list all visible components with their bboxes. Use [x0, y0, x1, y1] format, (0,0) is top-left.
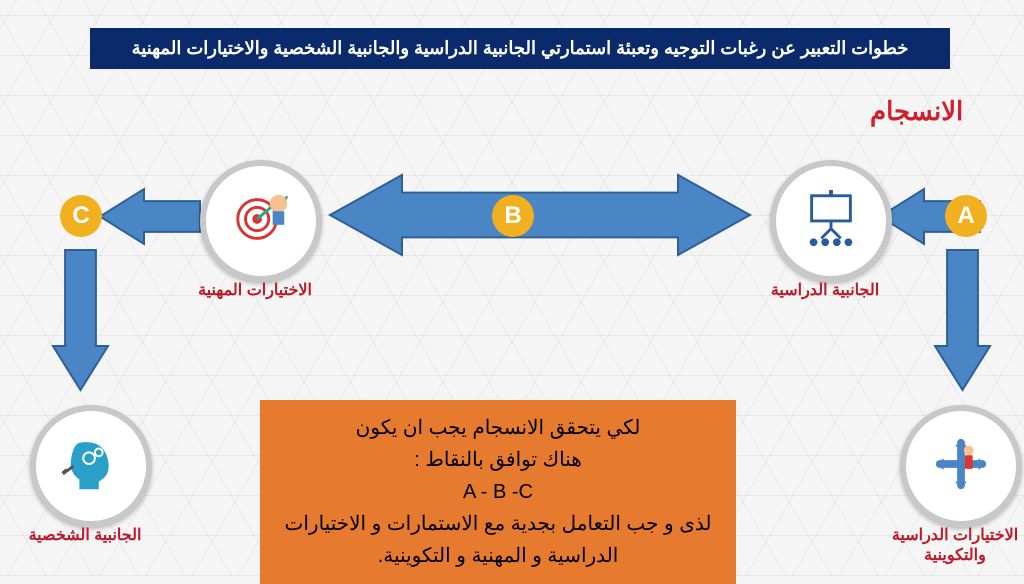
- info-line: لذى و جب التعامل بجدية مع الاستمارات و ا…: [278, 508, 718, 540]
- label-personal: الجانبية الشخصية: [5, 525, 165, 545]
- label-academic: الجانبية الدراسية: [745, 280, 905, 300]
- badge-C: C: [60, 195, 102, 237]
- info-box: لكي يتحقق الانسجام يجب ان يكون هناك تواف…: [260, 400, 736, 584]
- presentation-icon: [800, 188, 862, 255]
- arrow-down-left: [53, 250, 108, 390]
- circle-formation: [900, 405, 1022, 527]
- info-line: لكي يتحقق الانسجام يجب ان يكون: [278, 412, 718, 444]
- arrow-down-right: [935, 250, 990, 390]
- badge-B: B: [492, 195, 534, 237]
- circle-personal: [30, 405, 152, 527]
- target-icon: [230, 188, 292, 255]
- title-banner: خطوات التعبير عن رغبات التوجيه وتعبئة اس…: [90, 28, 950, 69]
- info-line: الدراسية و المهنية و التكوينية.: [278, 540, 718, 572]
- double-arrow-center: [330, 175, 750, 255]
- gears-head-icon: [60, 433, 122, 500]
- arrow-left-from-C: [100, 189, 200, 244]
- crossroads-icon: [930, 433, 992, 500]
- label-career: الاختيارات المهنية: [175, 280, 335, 300]
- circle-career: [200, 160, 322, 282]
- badge-A: A: [945, 195, 987, 237]
- subtitle-harmony: الانسجام: [870, 96, 963, 127]
- circle-academic: [770, 160, 892, 282]
- info-line: A - B -C: [278, 476, 718, 508]
- label-formation: الاختيارات الدراسية والتكوينية: [875, 525, 1024, 565]
- info-line: هناك توافق بالنقاط :: [278, 444, 718, 476]
